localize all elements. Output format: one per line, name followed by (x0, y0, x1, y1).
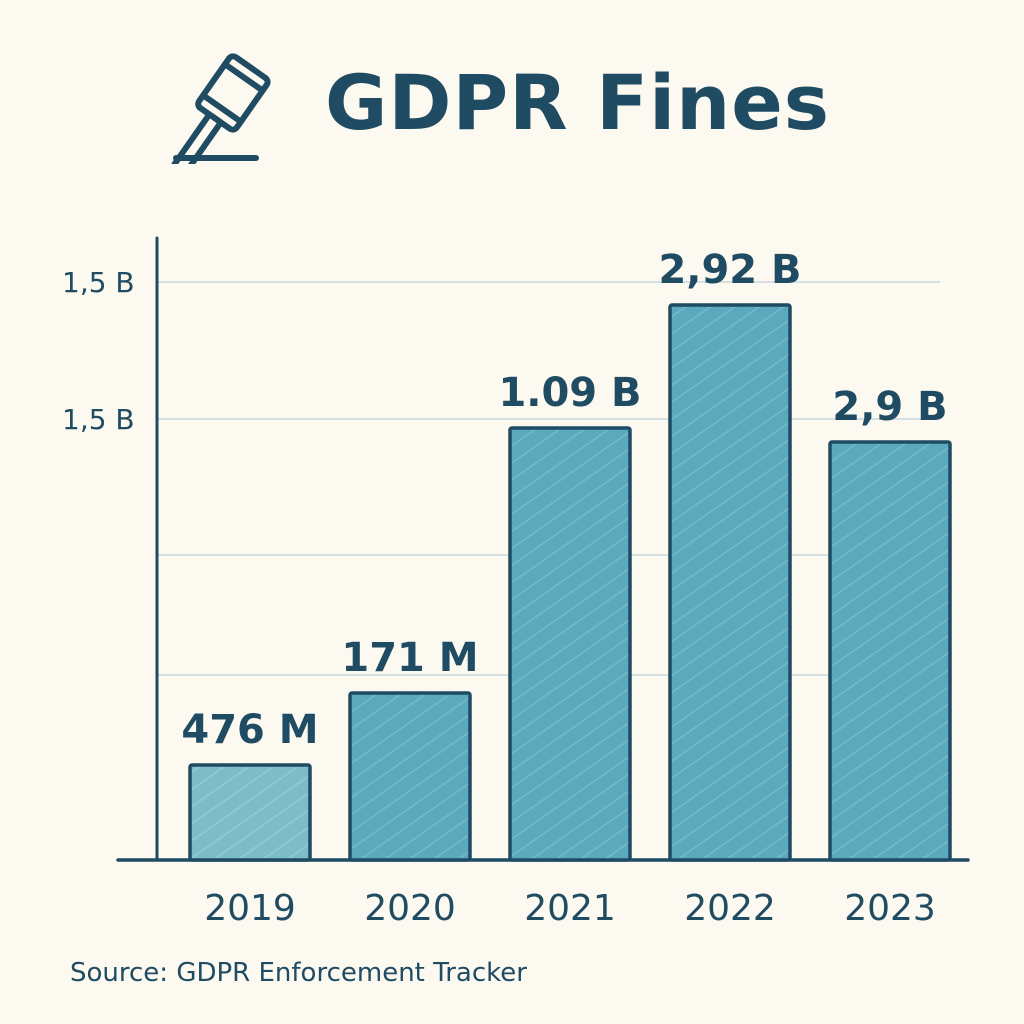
data-label: 2,9 B (832, 384, 947, 430)
bar-hatch (832, 444, 948, 858)
bar-hatch (672, 307, 788, 858)
gavel-icon (170, 53, 271, 164)
chart-header: GDPR Fines (0, 40, 1024, 170)
x-tick-label: 2021 (524, 888, 616, 929)
x-tick-label: 2019 (204, 888, 296, 929)
y-tick-label: 1,5 B (62, 403, 135, 436)
x-tick-label: 2020 (364, 888, 456, 929)
bar-hatch (352, 695, 468, 858)
data-label: 1.09 B (498, 370, 641, 416)
bar-hatch (192, 767, 308, 858)
x-tick-label: 2023 (844, 888, 936, 929)
data-label: 476 M (181, 707, 318, 753)
page-title: GDPR Fines (325, 58, 831, 147)
y-tick-label: 1,5 B (62, 266, 135, 299)
bar-hatch (512, 430, 628, 858)
data-label: 2,92 B (658, 247, 801, 293)
data-label: 171 M (341, 635, 478, 681)
source-note: Source: GDPR Enforcement Tracker (70, 958, 527, 988)
x-tick-label: 2022 (684, 888, 776, 929)
